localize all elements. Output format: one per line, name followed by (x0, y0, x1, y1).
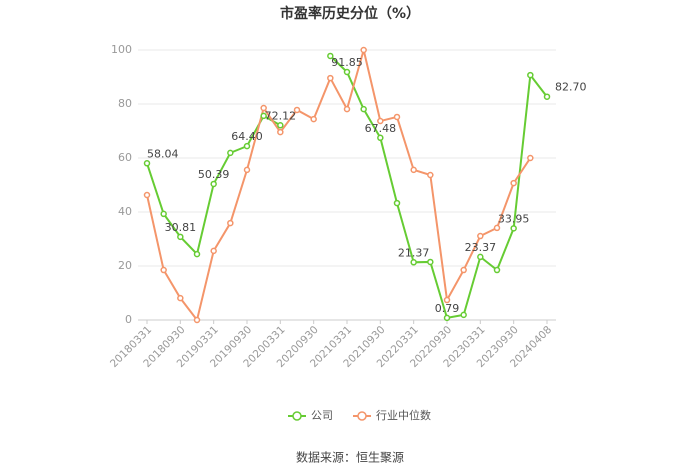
point (527, 71, 534, 79)
point (327, 74, 334, 82)
point (177, 294, 184, 302)
data-label: 0.79 (435, 302, 460, 315)
point (477, 253, 484, 261)
point (410, 166, 417, 174)
point (443, 314, 451, 322)
data-label: 82.70 (555, 81, 587, 94)
y-tick-label: 20 (118, 259, 132, 272)
data-label: 64.40 (231, 130, 263, 143)
point (193, 250, 201, 258)
point (243, 142, 251, 150)
data-label: 33.95 (498, 212, 530, 225)
legend-label: 行业中位数 (376, 408, 431, 422)
point (427, 171, 434, 179)
point (460, 311, 467, 319)
point (143, 191, 151, 199)
chart-title: 市盈率历史分位（%） (280, 5, 420, 22)
point (343, 68, 351, 76)
point (377, 134, 384, 142)
point (277, 128, 284, 136)
legend-label: 公司 (311, 409, 333, 422)
point (377, 117, 384, 125)
point (210, 180, 217, 188)
y-tick-label: 0 (125, 313, 132, 326)
data-label: 23.37 (465, 241, 497, 254)
legend-marker (292, 411, 302, 421)
point (527, 154, 534, 162)
data-label: 50.39 (198, 168, 230, 181)
point (510, 179, 517, 187)
data-label: 21.37 (398, 246, 430, 259)
point (160, 266, 167, 274)
point (210, 247, 217, 255)
data-label: 72.12 (265, 109, 297, 122)
data-label: 30.81 (165, 221, 197, 234)
data-label: 58.04 (147, 147, 179, 160)
point (343, 105, 351, 113)
point (293, 106, 301, 114)
point (443, 296, 451, 304)
point (360, 46, 367, 54)
point (260, 104, 267, 112)
point (543, 93, 551, 100)
legend-marker (357, 411, 367, 421)
point (393, 199, 401, 207)
point (360, 105, 367, 113)
data-label: 67.48 (365, 122, 397, 135)
source: 数据来源：恒生聚源 (296, 450, 404, 465)
point (310, 115, 317, 123)
point (160, 210, 167, 218)
point (227, 219, 234, 227)
point (227, 149, 234, 157)
point (510, 225, 517, 232)
point (177, 233, 184, 241)
point (393, 113, 401, 121)
point (427, 258, 434, 266)
point (260, 112, 267, 120)
data-label: 91.85 (331, 56, 363, 69)
y-tick-label: 60 (118, 151, 132, 164)
point (493, 224, 501, 232)
y-tick-label: 80 (118, 97, 132, 110)
point (493, 266, 501, 274)
y-tick-label: 40 (118, 205, 132, 218)
point (277, 122, 284, 129)
series-line (146, 49, 532, 323)
point (143, 160, 151, 167)
point (243, 166, 251, 174)
point (193, 316, 201, 324)
point (327, 52, 334, 60)
y-tick-label: 100 (111, 43, 132, 56)
point (477, 232, 484, 240)
point (460, 266, 467, 274)
point (410, 259, 417, 266)
